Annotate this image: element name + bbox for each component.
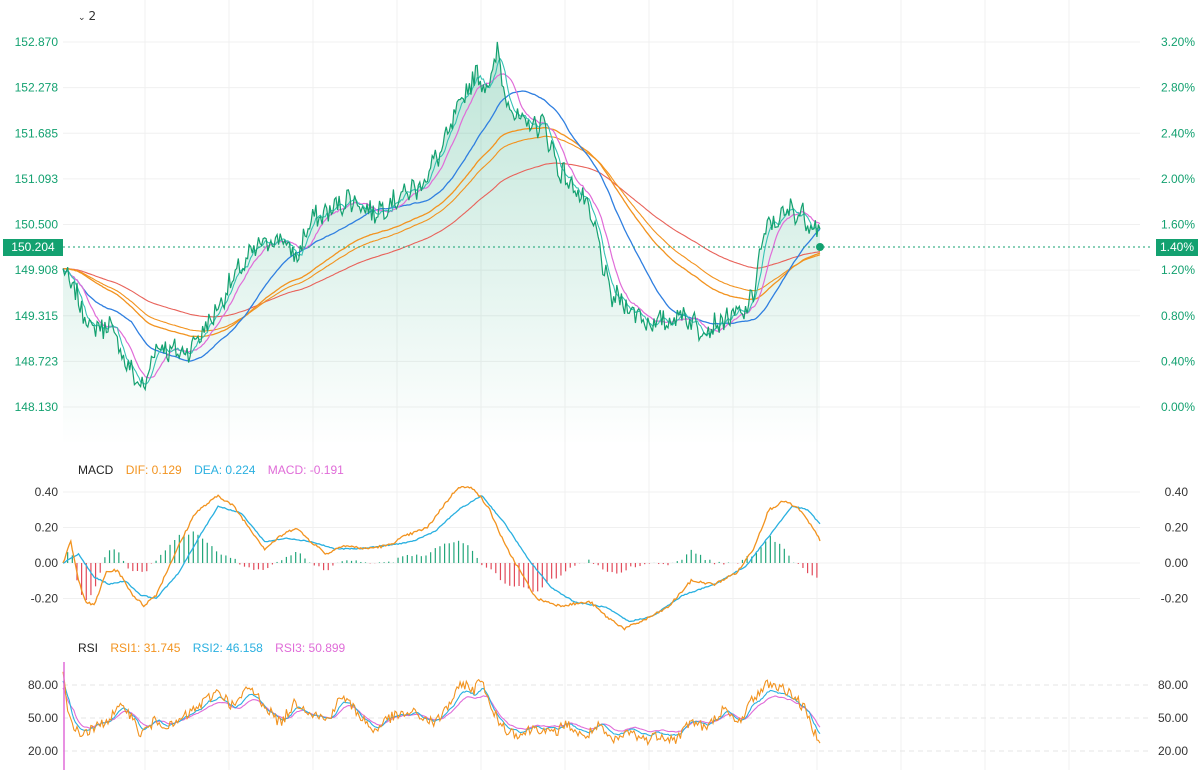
- price-axis-label: 149.315: [15, 309, 59, 323]
- price-axis-label: 148.723: [15, 354, 59, 368]
- rsi2-line: [62, 680, 821, 737]
- current-price-marker: [816, 243, 824, 251]
- macd-axis-label: 0.20: [35, 521, 59, 535]
- macd-dea-label: DEA: 0.224: [194, 463, 256, 477]
- ma-line-orange: [62, 126, 821, 338]
- price-axis-label: 151.093: [15, 172, 59, 186]
- rsi-axis-label: 20.00: [28, 744, 58, 758]
- ma-line-orange-2: [62, 135, 821, 332]
- ma-line-red: [62, 162, 821, 318]
- pct-axis-label: 0.40%: [1161, 354, 1195, 368]
- macd-axis-label-right: 0.00: [1165, 556, 1189, 570]
- macd-axis-label-right: 0.40: [1165, 485, 1189, 499]
- price-axis-label: 150.500: [15, 218, 59, 232]
- price-axis-label: 152.870: [15, 35, 59, 49]
- macd-macd-label: MACD: -0.191: [267, 463, 344, 477]
- chevron-down-icon: ⌄: [78, 13, 86, 23]
- macd-axis-label-right: 0.20: [1165, 521, 1189, 535]
- pct-axis-label: 0.00%: [1161, 400, 1195, 414]
- price-area: [63, 41, 820, 446]
- current-price-badge: 150.204: [3, 239, 63, 256]
- ma-line-pink: [62, 73, 821, 379]
- rsi1-label: RSI1: 31.745: [110, 641, 181, 655]
- price-axis-label: 152.278: [15, 81, 59, 95]
- macd-axis-label: -0.20: [31, 592, 59, 606]
- pct-axis-label: 2.00%: [1161, 172, 1195, 186]
- pct-axis-label: 1.20%: [1161, 263, 1195, 277]
- indicator-collapse-toggle[interactable]: ⌄ 2: [78, 9, 96, 23]
- rsi-legend: RSI RSI1: 31.745 RSI2: 46.158 RSI3: 50.8…: [78, 641, 354, 655]
- price-axis-label: 151.685: [15, 126, 59, 140]
- collapse-count: 2: [88, 9, 97, 23]
- current-pct-badge: 1.40%: [1156, 239, 1198, 256]
- price-line: [62, 41, 821, 392]
- macd-dea-line: [62, 495, 821, 623]
- pct-axis-label: 2.40%: [1161, 126, 1195, 140]
- rsi3-line: [62, 687, 821, 733]
- macd-dif-line: [62, 485, 821, 631]
- macd-axis-label: 0.00: [35, 556, 59, 570]
- price-axis-label: 149.908: [15, 263, 59, 277]
- price-axis-label: 148.130: [15, 400, 59, 414]
- rsi-axis-label: 50.00: [28, 711, 58, 725]
- ma-line-teal: [62, 58, 821, 385]
- rsi-axis-label-right: 80.00: [1158, 678, 1188, 692]
- rsi1-line: [62, 671, 821, 746]
- macd-legend: MACD DIF: 0.129 DEA: 0.224 MACD: -0.191: [78, 463, 353, 477]
- rsi2-label: RSI2: 46.158: [192, 641, 263, 655]
- macd-axis-label-right: -0.20: [1161, 592, 1189, 606]
- rsi-axis-label-right: 20.00: [1158, 744, 1188, 758]
- macd-indicator-name[interactable]: MACD: [78, 463, 114, 477]
- macd-dif-label: DIF: 0.129: [125, 463, 182, 477]
- rsi-axis-label-right: 50.00: [1158, 711, 1188, 725]
- pct-axis-label: 1.60%: [1161, 218, 1195, 232]
- pct-axis-label: 0.80%: [1161, 309, 1195, 323]
- macd-axis-label: 0.40: [35, 485, 59, 499]
- rsi3-label: RSI3: 50.899: [275, 641, 346, 655]
- pct-axis-label: 3.20%: [1161, 35, 1195, 49]
- rsi-axis-label: 80.00: [28, 678, 58, 692]
- pct-axis-label: 2.80%: [1161, 81, 1195, 95]
- rsi-indicator-name[interactable]: RSI: [78, 641, 99, 655]
